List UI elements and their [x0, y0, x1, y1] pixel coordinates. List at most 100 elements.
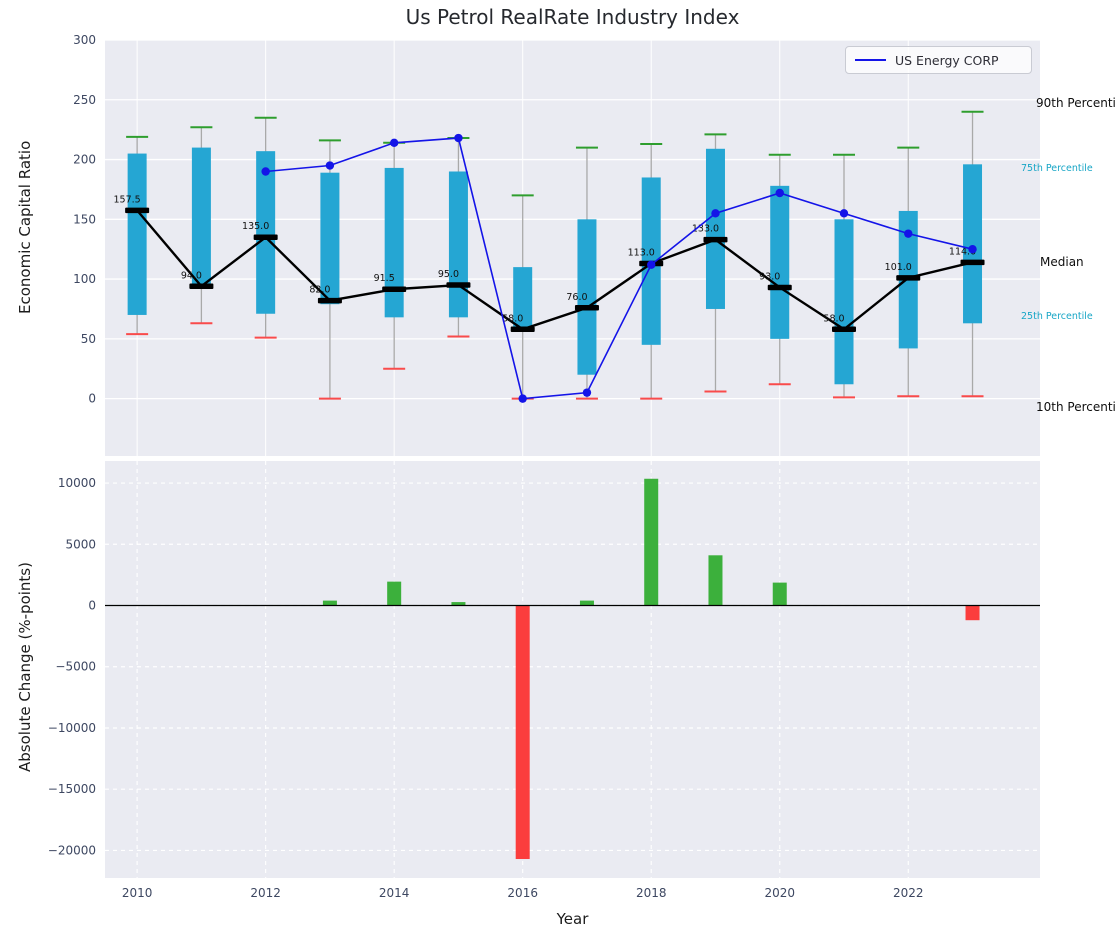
top-y-tick-label: 300 — [73, 33, 96, 47]
top-y-tick-label: 50 — [81, 332, 96, 346]
company-line — [265, 137, 973, 400]
bar-2016 — [515, 605, 530, 860]
company-point-2015 — [454, 133, 463, 143]
median-marker-2012 — [253, 234, 278, 240]
x-tick-label: 2016 — [507, 886, 538, 900]
chart-title: Us Petrol RealRate Industry Index — [405, 5, 740, 29]
bottom-y-tick-label: 10000 — [58, 476, 96, 490]
annotation-25th-percentile: 25th Percentile — [1021, 311, 1093, 322]
x-tick-label: 2010 — [122, 886, 153, 900]
company-point-2012 — [261, 167, 270, 176]
top-y-tick-label: 250 — [73, 93, 96, 107]
company-point-2017 — [582, 388, 592, 397]
company-point-2023 — [968, 244, 977, 254]
x-tick-label: 2018 — [636, 886, 667, 900]
top-y-tick-label: 0 — [88, 392, 96, 406]
iqr-box-2012 — [256, 151, 276, 314]
bottom-y-tick-label: −20000 — [48, 843, 96, 857]
x-tick-label: 2012 — [250, 886, 281, 900]
bottom-y-axis-label: Absolute Change (%-points) — [16, 562, 34, 772]
bar-2018 — [644, 478, 659, 606]
top-y-tick-label: 100 — [73, 272, 96, 286]
bar-2020 — [772, 582, 787, 606]
x-tick-label: 2020 — [764, 886, 795, 900]
median-marker-2017 — [574, 305, 599, 311]
median-value-label-2014: 91.5 — [374, 273, 395, 284]
bottom-y-tick-label: −10000 — [48, 721, 96, 735]
median-value-label-2019: 133.0 — [692, 224, 719, 235]
median-value-label-2018: 113.0 — [628, 248, 655, 259]
median-line — [136, 209, 973, 331]
bottom-y-tick-label: 0 — [88, 599, 96, 613]
iqr-box-2010 — [127, 153, 147, 315]
median-value-label-2017: 76.0 — [566, 292, 587, 303]
company-point-2020 — [775, 188, 784, 198]
median-marker-2021 — [832, 326, 857, 333]
median-value-label-2022: 101.0 — [885, 262, 912, 273]
annotation-90th-percentile: 90th Percentile — [1036, 96, 1117, 110]
bottom-panel: 10000 5000 0 −5000 −10000 −15000 −20000 2010 201… — [48, 461, 1040, 900]
top-y-axis-label: Economic Capital Ratio — [16, 140, 34, 314]
company-point-2016 — [518, 394, 527, 403]
median-value-label-2016: 58.0 — [502, 313, 523, 324]
iqr-box-2023 — [963, 164, 983, 324]
x-tick-label: 2014 — [379, 886, 410, 900]
bottom-panel-background — [105, 461, 1040, 878]
bar-2017 — [579, 600, 594, 606]
median-marker-2011 — [189, 283, 214, 290]
iqr-box-2013 — [320, 172, 340, 305]
median-value-label-2013: 82.0 — [309, 285, 330, 296]
bar-2023 — [965, 605, 980, 621]
iqr-box-2020 — [770, 185, 790, 339]
median-value-label-2015: 95.0 — [438, 269, 459, 280]
company-point-2022 — [904, 229, 913, 238]
median-marker-2022 — [896, 275, 921, 281]
annotation-75th-percentile: 75th Percentile — [1021, 163, 1093, 174]
top-panel: 0 50 100 150 200 250 300 157.5 94.0 135.0 82.0 91.5… — [73, 33, 1040, 456]
top-y-tick-label: 150 — [73, 212, 96, 226]
company-point-2021 — [839, 209, 849, 218]
company-point-2018 — [647, 260, 656, 269]
legend-line-sample — [855, 59, 886, 61]
median-value-label-2011: 94.0 — [181, 270, 202, 281]
bar-2014 — [387, 581, 402, 606]
median-marker-2014 — [382, 286, 407, 292]
bar-2019 — [708, 555, 723, 606]
median-marker-2015 — [446, 282, 471, 288]
iqr-box-2011 — [191, 147, 211, 288]
company-point-2013 — [325, 161, 335, 170]
bottom-y-tick-label: −5000 — [55, 660, 96, 674]
company-point-2014 — [389, 138, 399, 148]
bar-2013 — [322, 600, 337, 606]
x-tick-label: 2022 — [893, 886, 924, 900]
iqr-box-2017 — [577, 219, 597, 375]
legend-label: US Energy CORP — [895, 52, 999, 68]
median-value-label-2010: 157.5 — [114, 194, 141, 205]
median-value-label-2021: 58.0 — [823, 313, 844, 324]
median-marker-2016 — [510, 326, 535, 333]
annotation-median: Median — [1040, 255, 1084, 269]
annotation-10th-percentile: 10th Percentile — [1036, 400, 1117, 414]
iqr-box-2021 — [834, 219, 854, 385]
company-point-2019 — [711, 209, 720, 218]
bottom-y-tick-label: 5000 — [65, 537, 96, 551]
iqr-box-2016 — [513, 267, 533, 331]
legend: US Energy CORP — [845, 46, 1032, 74]
median-marker-2020 — [767, 284, 792, 291]
iqr-box-2014 — [384, 167, 404, 318]
median-marker-2019 — [703, 236, 728, 243]
iqr-box-2015 — [448, 171, 468, 318]
median-marker-2013 — [317, 297, 342, 304]
iqr-box-2019 — [705, 148, 725, 309]
median-marker-2010 — [125, 207, 150, 214]
bar-2015 — [451, 602, 466, 606]
median-value-label-2020: 93.0 — [759, 271, 780, 282]
x-axis-label: Year — [556, 910, 589, 928]
bottom-y-tick-label: −15000 — [48, 782, 96, 796]
top-y-tick-label: 200 — [73, 153, 96, 167]
median-value-label-2023: 114.0 — [949, 246, 976, 257]
median-value-label-2012: 135.0 — [242, 221, 269, 232]
median-marker-2023 — [960, 259, 985, 266]
